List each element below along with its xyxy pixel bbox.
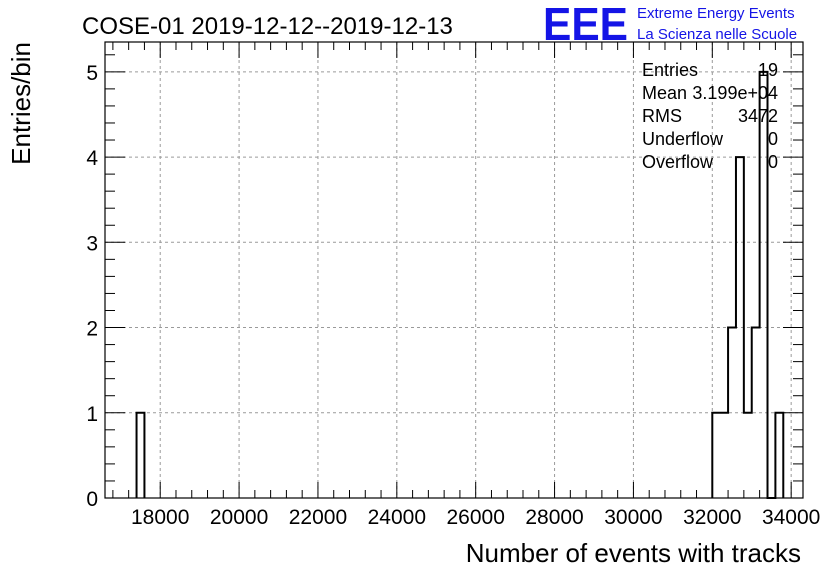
plot-frame	[104, 41, 804, 499]
x-tick-label-2: 22000	[289, 506, 347, 529]
histogram-bin-7	[760, 72, 768, 498]
stats-overflow-label: Overflow	[642, 152, 714, 172]
stats-entries-value: 19	[758, 60, 778, 80]
x-tick-label-8: 34000	[762, 506, 820, 529]
x-tick-label-3: 24000	[368, 506, 426, 529]
x-tick-label-7: 32000	[683, 506, 741, 529]
histogram-bin-3	[728, 328, 736, 498]
stats-overflow-value: 0	[768, 152, 778, 172]
stats-underflow-label: Underflow	[642, 129, 724, 149]
x-tick-label-0: 18000	[131, 506, 189, 529]
logo-line-2: La Scienza nelle Scuole	[637, 26, 797, 43]
histogram-bin-4	[736, 157, 744, 498]
stats-box: Entries 19 Mean 3.199e+04 RMS 3472 Under…	[642, 60, 778, 172]
histogram-bin-2	[720, 413, 728, 498]
tick-labels: 18000 20000 22000 24000 26000 28000 30000 32000…	[86, 62, 820, 529]
y-tick-label-3: 3	[86, 232, 98, 255]
x-tick-label-6: 30000	[604, 506, 662, 529]
x-tick-label-4: 26000	[446, 506, 504, 529]
x-axis-title: Number of events with tracks	[466, 538, 801, 568]
logo-line-1: Extreme Energy Events	[637, 5, 795, 22]
y-tick-label-1: 1	[86, 403, 98, 426]
histogram-bin-5	[744, 413, 752, 498]
histogram-bin-0	[137, 413, 145, 498]
chart-title: COSE-01 2019-12-12--2019-12-13	[82, 13, 453, 40]
x-tick-label-5: 28000	[525, 506, 583, 529]
logo: EEE Extreme Energy Events La Scienza nel…	[543, 0, 797, 50]
x-tick-label-1: 20000	[210, 506, 268, 529]
histogram-bin-9	[775, 413, 783, 498]
axis-ticks	[105, 42, 803, 499]
y-tick-label-2: 2	[86, 318, 98, 341]
grid	[105, 42, 803, 498]
y-tick-label-0: 0	[86, 488, 98, 511]
y-tick-label-5: 5	[86, 62, 98, 85]
stats-rms-value: 3472	[738, 106, 778, 126]
stats-underflow-value: 0	[768, 129, 778, 149]
histogram-bin-1	[712, 413, 720, 498]
logo-mark: EEE	[543, 0, 628, 50]
histogram-bin-6	[752, 328, 760, 498]
y-axis-title: Entries/bin	[6, 42, 36, 165]
stats-rms-label: RMS	[642, 106, 682, 126]
y-tick-label-4: 4	[86, 147, 98, 170]
stats-entries-label: Entries	[642, 60, 698, 80]
stats-mean-label: Mean	[642, 83, 687, 103]
stats-mean-value: 3.199e+04	[692, 83, 778, 103]
